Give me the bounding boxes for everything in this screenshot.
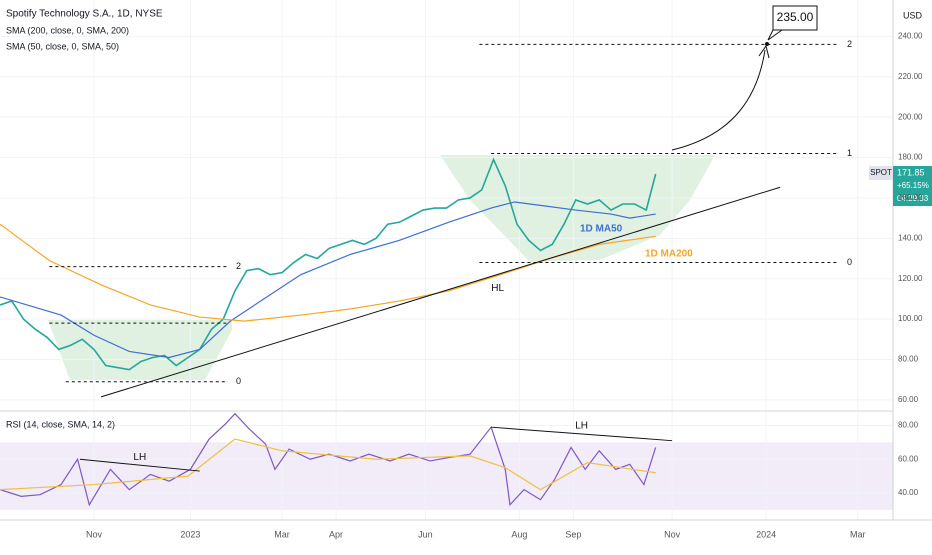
level-label: 2 bbox=[847, 39, 852, 49]
y-tick-label: 140.00 bbox=[898, 233, 923, 242]
trendline-label: LH bbox=[133, 452, 146, 463]
pattern-area bbox=[440, 155, 715, 262]
level-label: 1 bbox=[847, 148, 852, 158]
change: +65.15% bbox=[897, 181, 929, 190]
x-tick-label: Aug bbox=[511, 529, 527, 539]
y-tick-label: 200.00 bbox=[898, 112, 923, 121]
symbol-label: SPOT bbox=[870, 168, 892, 177]
x-tick-label: 2023 bbox=[180, 529, 200, 539]
ma50-label: 1D MA50 bbox=[580, 224, 623, 235]
series-line bbox=[0, 157, 657, 371]
x-tick-label: Nov bbox=[86, 529, 103, 539]
y-tick-label: 60.00 bbox=[898, 395, 919, 404]
level-label: 0 bbox=[847, 257, 852, 267]
y-tick-label: 100.00 bbox=[898, 314, 923, 323]
price-badge bbox=[893, 166, 932, 206]
x-tick-label: Mar bbox=[274, 529, 290, 539]
x-tick-label: Jun bbox=[418, 529, 433, 539]
projection-arrow bbox=[671, 49, 766, 151]
symbol-badge bbox=[869, 166, 893, 180]
x-tick-label: 2024 bbox=[756, 529, 776, 539]
chart-title: Spotify Technology S.A., 1D, NYSE bbox=[6, 9, 163, 20]
x-tick-label: Mar bbox=[850, 529, 866, 539]
arrow-head bbox=[758, 44, 770, 59]
trendline bbox=[79, 458, 200, 472]
rsi-title: RSI (14, close, SMA, 14, 2) bbox=[6, 419, 115, 429]
trendline bbox=[491, 426, 673, 442]
series-line bbox=[0, 412, 657, 507]
trendline-label: LH bbox=[575, 421, 588, 432]
y-tick-label: 120.00 bbox=[898, 274, 923, 283]
y-tick-label: 60.00 bbox=[898, 454, 919, 463]
x-tick-label: Sep bbox=[565, 529, 581, 539]
legend-ma50: SMA (50, close, 0, SMA, 50) bbox=[6, 41, 119, 51]
y-tick-label: 80.00 bbox=[898, 421, 919, 430]
callout-box bbox=[772, 5, 818, 31]
level-label: 2 bbox=[236, 261, 241, 271]
y-tick-label: 80.00 bbox=[898, 355, 919, 364]
level-label: 0 bbox=[236, 376, 241, 386]
pattern-area bbox=[48, 320, 232, 380]
y-tick-label: 160.00 bbox=[898, 193, 923, 202]
countdown: 04:29:33 bbox=[897, 194, 929, 203]
series-line bbox=[0, 201, 656, 359]
y-tick-label: 220.00 bbox=[898, 72, 923, 81]
arrow-tip bbox=[765, 42, 769, 46]
trendline-label: HL bbox=[491, 283, 504, 294]
plot bbox=[0, 43, 839, 507]
trendline bbox=[100, 186, 781, 398]
callout-pointer bbox=[767, 29, 783, 41]
last-price: 171.85 bbox=[897, 167, 925, 177]
x-tick-label: Nov bbox=[664, 529, 681, 539]
legend-ma200: SMA (200, close, 0, SMA, 200) bbox=[6, 25, 129, 35]
currency: USD bbox=[903, 10, 923, 20]
ma200-label: 1D MA200 bbox=[645, 249, 693, 260]
y-tick-label: 40.00 bbox=[898, 488, 919, 497]
y-tick-label: 180.00 bbox=[898, 153, 923, 162]
x-tick-label: Apr bbox=[329, 529, 343, 539]
target-label: 235.00 bbox=[777, 10, 814, 24]
series-line bbox=[0, 438, 656, 491]
y-tick-label: 240.00 bbox=[898, 31, 923, 40]
